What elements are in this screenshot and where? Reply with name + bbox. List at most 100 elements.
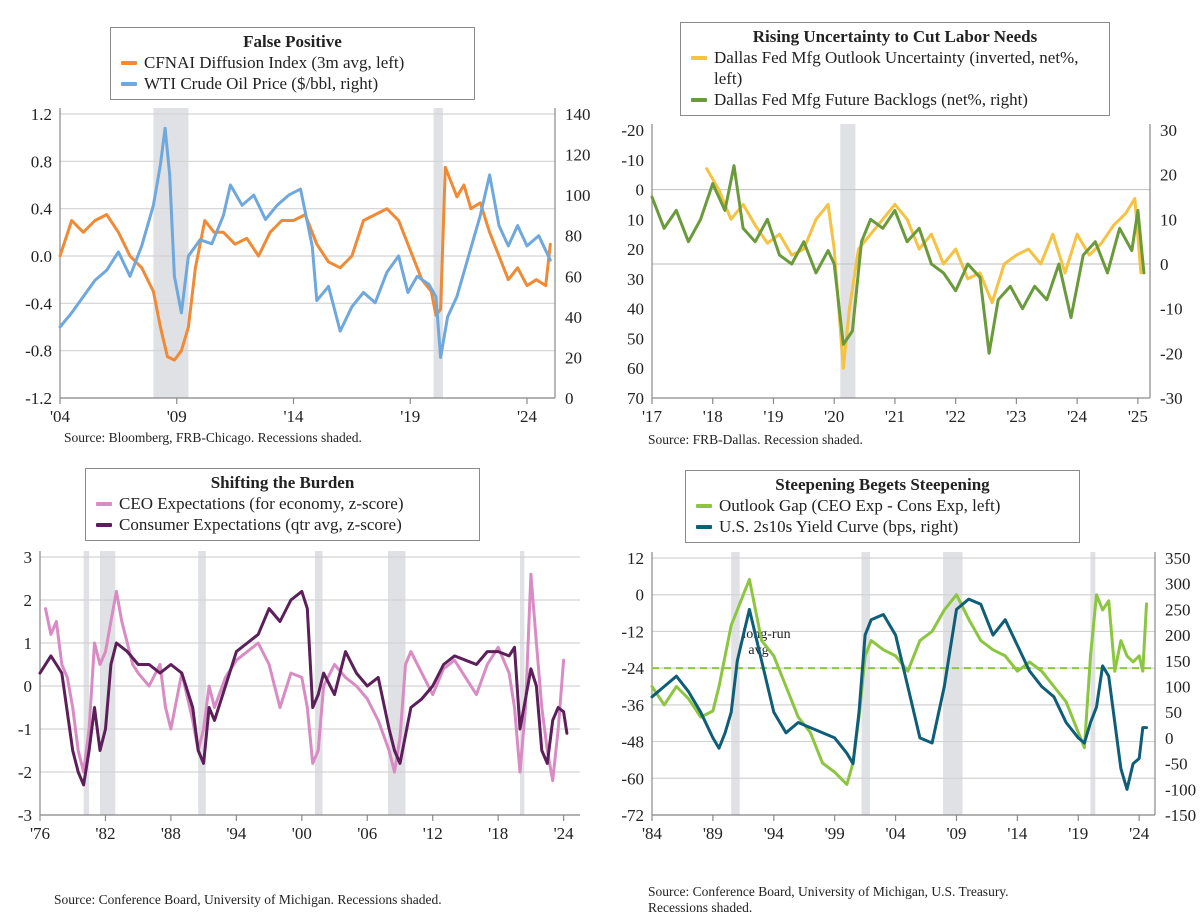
legend-swatch [121,82,137,86]
x-tick-label: '21 [885,407,905,426]
y-left-tick-label: 70 [627,389,644,408]
legend-label: Consumer Expectations (qtr avg, z-score) [119,515,402,534]
legend-item: Consumer Expectations (qtr avg, z-score) [96,514,469,535]
panel-false-positive: 1.2 0.8 0.4 0.0 -0.4 -0.8 -1.2 140 120 100 80 60 40 2… [0,0,600,460]
recession-band [943,552,963,815]
y-left-tick-label: -0.8 [25,342,52,361]
x-tick-label: '94 [226,824,247,843]
y-left-tick-label: 0 [636,586,645,605]
y-right-tick-label: -150 [1165,806,1196,825]
recession-band [861,552,871,815]
recession-band [388,551,406,815]
y-right-tick-label: 140 [565,105,591,124]
chart-source: Source: Conference Board, University of … [54,892,442,907]
y-left-tick-label: 3 [24,548,33,567]
x-tick-label: '20 [824,407,844,426]
y-left-tick-label: 2 [24,591,33,610]
x-tick-label: '04 [50,407,71,426]
legend-item: Outlook Gap (CEO Exp - Cons Exp, left) [696,495,1069,516]
y-right-tick-label: -10 [1160,300,1183,319]
y-right-tick-label: 250 [1165,600,1191,619]
x-tick-label: '24 [554,824,575,843]
x-tick-label: '99 [825,824,845,843]
series-line [58,165,552,362]
recession-band [1090,552,1096,815]
chart-source-line2: Recessions shaded. [648,900,753,915]
y-right-tick-label: 20 [565,348,582,367]
y-left-tick-label: 20 [627,240,644,259]
y-right-tick-label: 80 [565,227,582,246]
x-tick-label: '88 [161,824,181,843]
legend-label: Outlook Gap (CEO Exp - Cons Exp, left) [719,496,1001,515]
y-left-tick-label: 12 [627,549,644,568]
y-left-tick-label: -3 [18,806,32,825]
x-tick-label: '24 [517,407,538,426]
y-left-tick-label: 0.4 [31,200,53,219]
y-left-tick-label: -0.4 [25,294,52,313]
legend-item: Dallas Fed Mfg Future Backlogs (net%, ri… [691,89,1099,110]
y-left-tick-label: -24 [621,659,644,678]
legend-rising-uncertainty: Rising Uncertainty to Cut Labor Needs Da… [680,22,1110,116]
legend-swatch [691,98,707,102]
chart-title: Steepening Begets Steepening [775,475,990,494]
panel-shifting-burden: 3 2 1 0 -1 -2 -3'76 '82 '88 '94 '00 '06 '12 '18 '24 Sh… [0,460,600,920]
legend-item: CFNAI Diffusion Index (3m avg, left) [121,52,464,73]
y-left-tick-label: -10 [621,151,644,170]
x-tick-label: '00 [292,824,312,843]
y-right-tick-label: 100 [1165,678,1191,697]
chart-svg-false-positive: 1.2 0.8 0.4 0.0 -0.4 -0.8 -1.2 140 120 100 80 60 40 2… [25,105,591,426]
chart-svg-rising-uncertainty: -20 -10 0 10 20 30 40 50 60 70 30 20 10 0 -10 -20 -30 '17… [621,121,1183,426]
legend-label: Dallas Fed Mfg Outlook Uncertainty (inve… [714,48,1079,88]
legend-label: U.S. 2s10s Yield Curve (bps, right) [719,517,959,536]
y-right-tick-label: -30 [1160,389,1183,408]
chart-source: Source: Bloomberg, FRB-Chicago. Recessio… [64,430,362,445]
y-right-tick-label: 0 [565,389,574,408]
y-left-tick-label: 50 [627,329,644,348]
chart-title: False Positive [243,32,342,51]
y-left-tick-label: 0.8 [31,152,52,171]
y-right-tick-label: 50 [1165,703,1182,722]
legend-steepening: Steepening Begets Steepening Outlook Gap… [685,470,1080,543]
x-tick-label: '09 [167,407,187,426]
panel-steepening: 12 0 -12 -24 -36 -48 -60 -72 350 300 250 200 150 100 5… [600,460,1200,920]
legend-swatch [96,523,112,527]
y-left-tick-label: 1 [24,634,33,653]
legend-swatch [691,56,707,60]
x-tick-label: '23 [1006,407,1026,426]
legend-swatch [121,61,137,65]
x-tick-label: '84 [642,824,663,843]
y-left-tick-label: -36 [621,696,644,715]
chart-svg-shifting-burden: 3 2 1 0 -1 -2 -3'76 '82 '88 '94 '00 '06 '12 '18 '24 [18,548,580,843]
series-line [650,164,1146,355]
y-left-tick-label: 0 [24,677,33,696]
legend-item: CEO Expectations (for economy, z-score) [96,493,469,514]
recession-band [314,551,323,815]
x-tick-label: '19 [1068,824,1088,843]
y-left-tick-label: -12 [621,622,644,641]
y-left-tick-label: 30 [627,270,644,289]
legend-shifting-burden: Shifting the Burden CEO Expectations (fo… [85,468,480,541]
legend-label: Dallas Fed Mfg Future Backlogs (net%, ri… [714,90,1028,109]
recession-band [520,551,525,815]
y-right-tick-label: 20 [1160,166,1177,185]
legend-swatch [696,504,712,508]
chart-source: Source: Conference Board, University of … [648,884,1009,899]
y-right-tick-label: 200 [1165,626,1191,645]
y-left-tick-label: 0.0 [31,247,52,266]
recession-band [153,108,189,398]
x-tick-label: '17 [642,407,663,426]
y-right-tick-label: 150 [1165,652,1191,671]
recession-band [100,551,116,815]
recession-band [198,551,206,815]
chart-title: Rising Uncertainty to Cut Labor Needs [752,27,1038,46]
x-tick-label: '09 [946,824,966,843]
x-tick-label: '19 [400,407,420,426]
x-tick-label: '25 [1128,407,1148,426]
legend-swatch [696,525,712,529]
legend-item: WTI Crude Oil Price ($/bbl, right) [121,73,464,94]
chart-title: Shifting the Burden [210,473,355,492]
x-tick-label: '89 [703,824,723,843]
y-right-tick-label: 60 [565,267,582,286]
x-tick-label: '19 [763,407,783,426]
x-tick-label: '14 [1007,824,1028,843]
